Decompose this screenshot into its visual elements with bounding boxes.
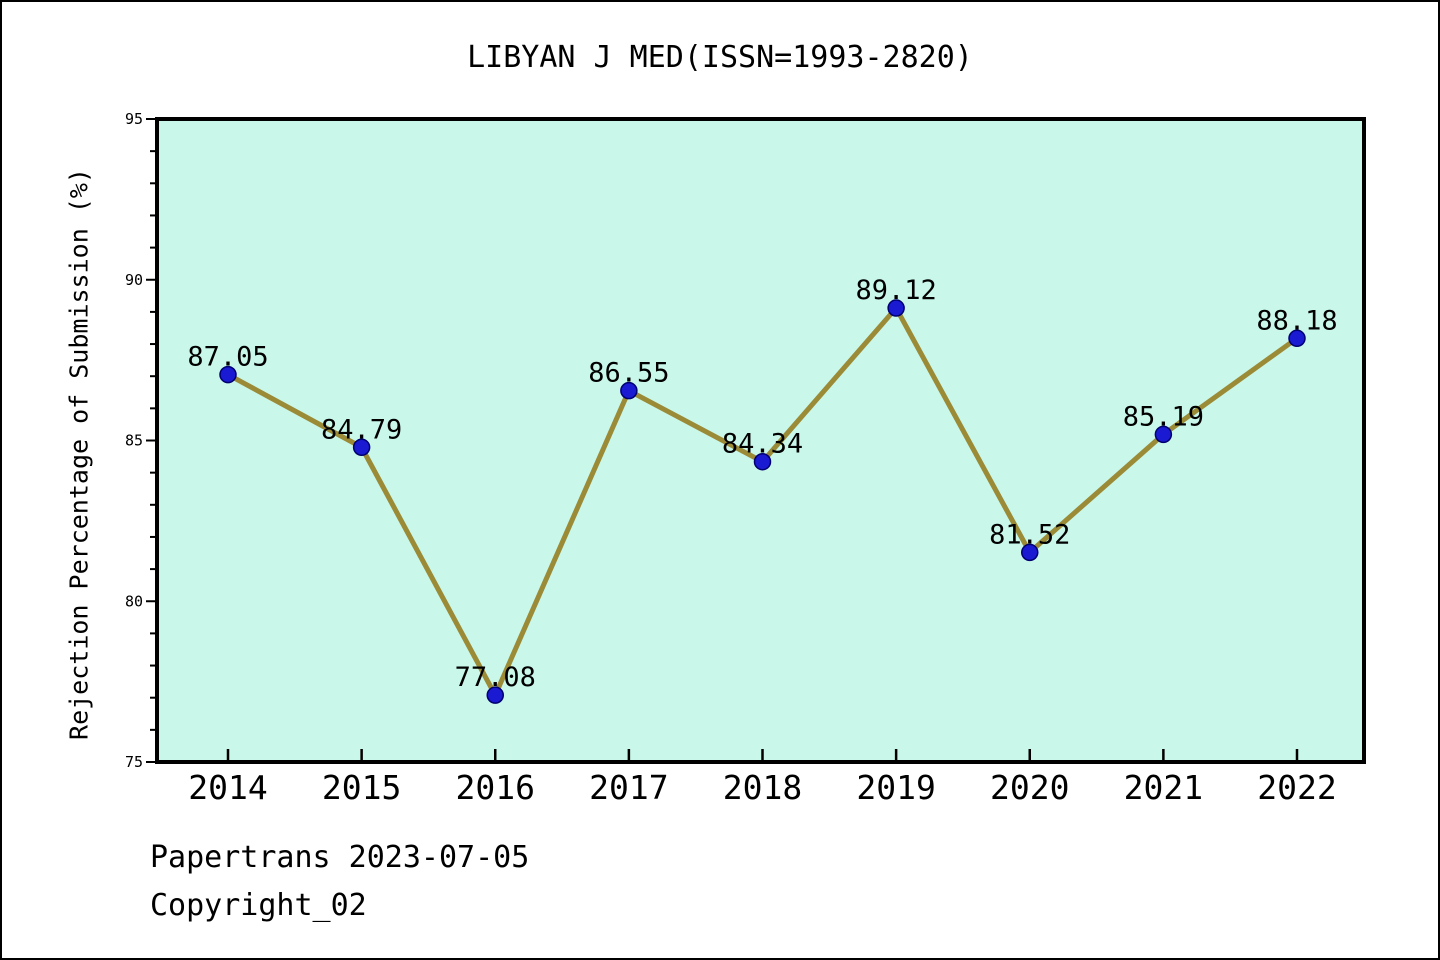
data-point <box>620 381 638 400</box>
data-point <box>1021 543 1039 562</box>
x-tick-label: 2019 <box>856 768 935 807</box>
data-point <box>486 686 504 704</box>
data-point-label: 85.19 <box>1123 401 1204 432</box>
data-point-label: 81.52 <box>989 519 1070 550</box>
x-tick-label: 2020 <box>990 768 1069 807</box>
data-point-label: 87.05 <box>187 342 268 373</box>
data-point-label: 88.18 <box>1256 305 1337 336</box>
x-tick-label: 2015 <box>322 768 401 807</box>
data-point <box>219 365 237 384</box>
x-tick-label: 2014 <box>188 768 267 807</box>
data-point-label: 77.08 <box>455 662 536 693</box>
x-tick-label: 2017 <box>589 768 668 807</box>
x-tick-label: 2022 <box>1257 768 1336 807</box>
data-point <box>753 452 772 471</box>
data-point-label: 89.12 <box>855 275 936 306</box>
y-tick-label: 90 <box>125 271 143 289</box>
x-tick-label: 2018 <box>723 768 802 807</box>
chart-title: LIBYAN J MED(ISSN=1993-2820) <box>467 40 973 75</box>
data-point <box>1288 329 1306 348</box>
data-point-label: 84.34 <box>722 429 803 460</box>
data-point-label: 84.79 <box>321 414 402 445</box>
data-point <box>1154 425 1173 444</box>
y-tick-label: 80 <box>125 592 143 610</box>
data-point-label: 86.55 <box>588 358 669 389</box>
watermark-copyright: Copyright_02 <box>150 888 367 923</box>
watermark-papertrans: Papertrans 2023-07-05 <box>150 840 530 875</box>
data-point <box>352 438 371 457</box>
y-tick-label: 85 <box>125 432 143 450</box>
y-tick-label: 95 <box>125 110 143 128</box>
data-point <box>887 299 905 317</box>
x-tick-label: 2016 <box>456 768 535 807</box>
plot-border <box>155 117 1366 764</box>
x-tick-label: 2021 <box>1124 768 1203 807</box>
y-tick-label: 75 <box>125 753 143 771</box>
